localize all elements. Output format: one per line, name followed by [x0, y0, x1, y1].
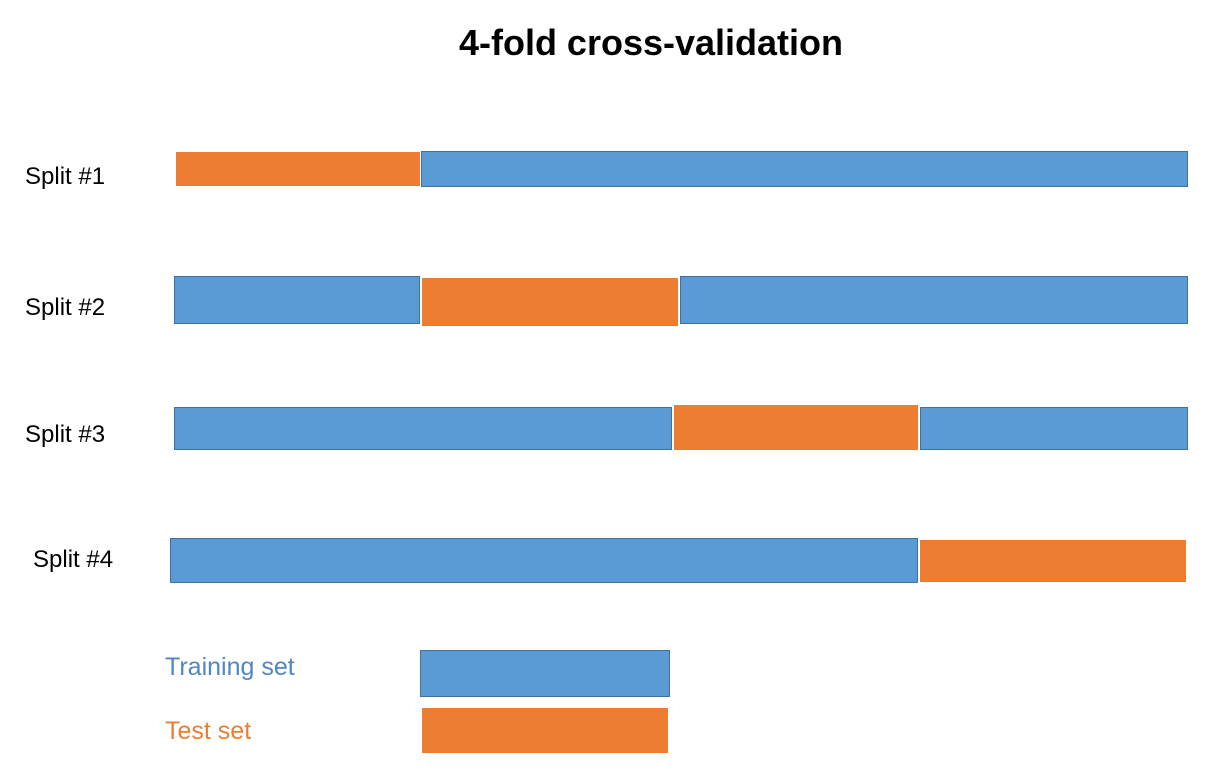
split-3-label: Split #3 [25, 421, 106, 448]
split-3-fold-1-2-training [174, 407, 672, 450]
legend-training-swatch [420, 650, 670, 697]
split-2-fold-1-training [174, 276, 420, 324]
split-4-bar [170, 538, 1186, 583]
split-2-fold-2-test [422, 278, 678, 326]
split-2-label: Split #2 [25, 294, 106, 321]
split-1-bar [176, 151, 1188, 187]
split-4-fold-1-3-training [170, 538, 918, 583]
legend-training-label: Training set [165, 653, 295, 681]
split-2-bar [174, 276, 1188, 326]
legend-test-swatch [422, 708, 668, 753]
split-2-fold-3-4-training [680, 276, 1188, 324]
legend-test-label: Test set [165, 717, 252, 745]
split-1-fold-2-4-training [421, 151, 1188, 187]
split-4-fold-4-test [920, 540, 1186, 582]
split-3-fold-4-training [920, 407, 1188, 450]
split-4-label: Split #4 [33, 546, 114, 573]
split-3-bar [174, 405, 1188, 450]
diagram-title: 4-fold cross-validation [458, 22, 844, 63]
split-3-fold-3-test [674, 405, 918, 450]
split-1-label: Split #1 [25, 163, 106, 190]
split-1-fold-1-test [176, 152, 420, 186]
